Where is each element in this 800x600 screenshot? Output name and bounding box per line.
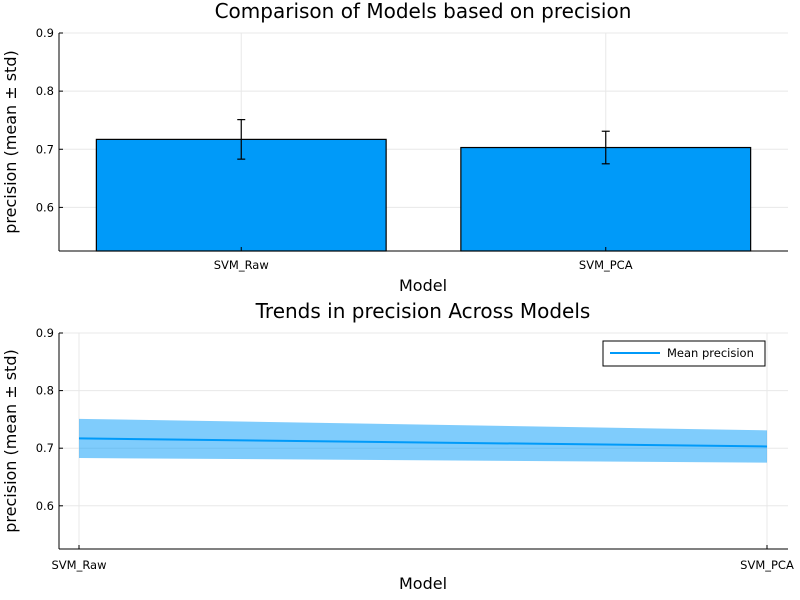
trend-chart-x-tick-label: SVM_PCA — [740, 558, 794, 572]
bar-chart-error-bars — [237, 119, 610, 165]
bar-chart-y-tick-label: 0.9 — [36, 26, 54, 40]
bar-chart-x-axis-label: Model — [399, 276, 447, 295]
error-bar-SVM_Raw — [237, 119, 246, 160]
trend-chart-panel: Trends in precision Across Models 0.6 0.7… — [1, 299, 794, 593]
bar-chart-x-tick-label: SVM_Raw — [214, 258, 269, 272]
trend-chart-x-ticks: SVM_Raw SVM_PCA — [51, 545, 794, 572]
bar-chart-title: Comparison of Models based on precision — [215, 0, 632, 23]
trend-chart-line — [78, 437, 768, 448]
mean-precision-line — [78, 437, 768, 448]
trend-chart-y-axis-label: precision (mean ± std) — [1, 349, 20, 532]
bar-chart-x-ticks: SVM_Raw SVM_PCA — [214, 247, 633, 272]
trend-chart-x-axis-label: Model — [399, 574, 447, 593]
error-bar-SVM_PCA — [601, 130, 610, 165]
std-band — [79, 418, 767, 463]
bar-chart-y-tick-label: 0.7 — [36, 142, 54, 156]
trend-chart-y-tick-label: 0.9 — [36, 326, 54, 340]
bar-chart-y-ticks: 0.6 0.7 0.8 0.9 — [36, 26, 63, 214]
bar-chart-y-tick-label: 0.6 — [36, 200, 54, 214]
trend-chart-y-tick-label: 0.8 — [36, 384, 54, 398]
legend-box — [602, 340, 766, 367]
bar-SVM_PCA — [460, 146, 752, 252]
trend-chart-y-tick-label: 0.7 — [36, 441, 54, 455]
bar-chart-panel: Comparison of Models based on precision … — [1, 0, 788, 295]
bar-chart-bars — [95, 138, 752, 252]
trend-chart-y-ticks: 0.6 0.7 0.8 0.9 — [36, 326, 63, 513]
trend-chart-title: Trends in precision Across Models — [255, 299, 591, 323]
trend-chart-legend: Mean precision — [602, 340, 766, 367]
bar-chart-x-tick-label: SVM_PCA — [579, 258, 633, 272]
bar-chart-y-tick-label: 0.8 — [36, 84, 54, 98]
legend-label: Mean precision — [667, 346, 754, 360]
trend-chart-y-tick-label: 0.6 — [36, 499, 54, 513]
trend-chart-std-band — [79, 418, 767, 463]
trend-chart-x-tick-label: SVM_Raw — [51, 558, 106, 572]
bar-chart-y-axis-label: precision (mean ± std) — [1, 50, 20, 233]
